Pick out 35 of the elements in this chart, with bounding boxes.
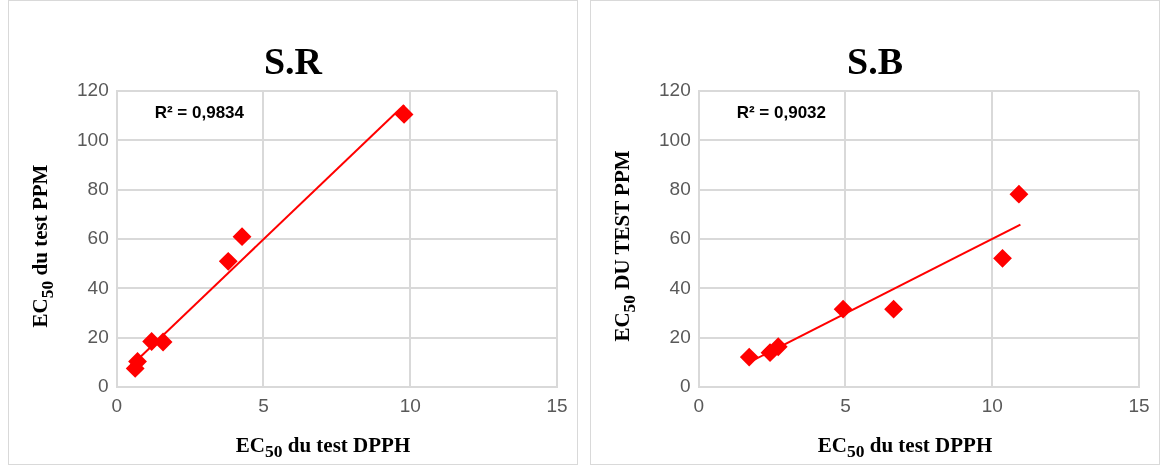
point <box>834 300 853 319</box>
y-tick-label: 0 <box>680 375 691 397</box>
y-tick-label: 100 <box>659 128 691 150</box>
x-tick-label: 5 <box>258 394 269 416</box>
y-tick-label: 0 <box>98 375 109 397</box>
y-tick-label: 40 <box>669 276 691 298</box>
y-tick-label: 60 <box>87 227 109 249</box>
x-tick-label: 15 <box>546 394 568 416</box>
y-tick-label: 80 <box>87 177 109 199</box>
point <box>219 252 238 271</box>
point <box>993 249 1012 268</box>
x-tick-label: 5 <box>840 394 851 416</box>
point <box>1009 185 1028 204</box>
point <box>395 105 414 124</box>
point <box>740 348 759 367</box>
annotation: R² = 0,9834 <box>154 102 245 122</box>
chart-title: S.B <box>847 40 903 82</box>
annotation: R² = 0,9032 <box>736 102 827 122</box>
point <box>769 337 788 356</box>
y-tick-label: 80 <box>669 177 691 199</box>
y-tick-label: 60 <box>669 227 691 249</box>
y-tick-label: 120 <box>659 79 691 101</box>
y-tick-label: 20 <box>669 326 691 348</box>
y-tick-label: 120 <box>77 79 109 101</box>
x-axis-title: EC$_{50}$ du test DPPH <box>816 432 994 462</box>
point <box>884 300 903 319</box>
x-tick-label: 10 <box>981 394 1003 416</box>
x-tick-label: 15 <box>1128 394 1150 416</box>
y-tick-label: 100 <box>77 128 109 150</box>
x-tick-label: 10 <box>399 394 421 416</box>
point <box>233 227 252 246</box>
y-tick-label: 40 <box>87 276 109 298</box>
chart-title: S.R <box>263 40 323 82</box>
x-axis-title: EC$_{50}$ du test DPPH <box>234 432 412 462</box>
y-tick-label: 20 <box>87 326 109 348</box>
